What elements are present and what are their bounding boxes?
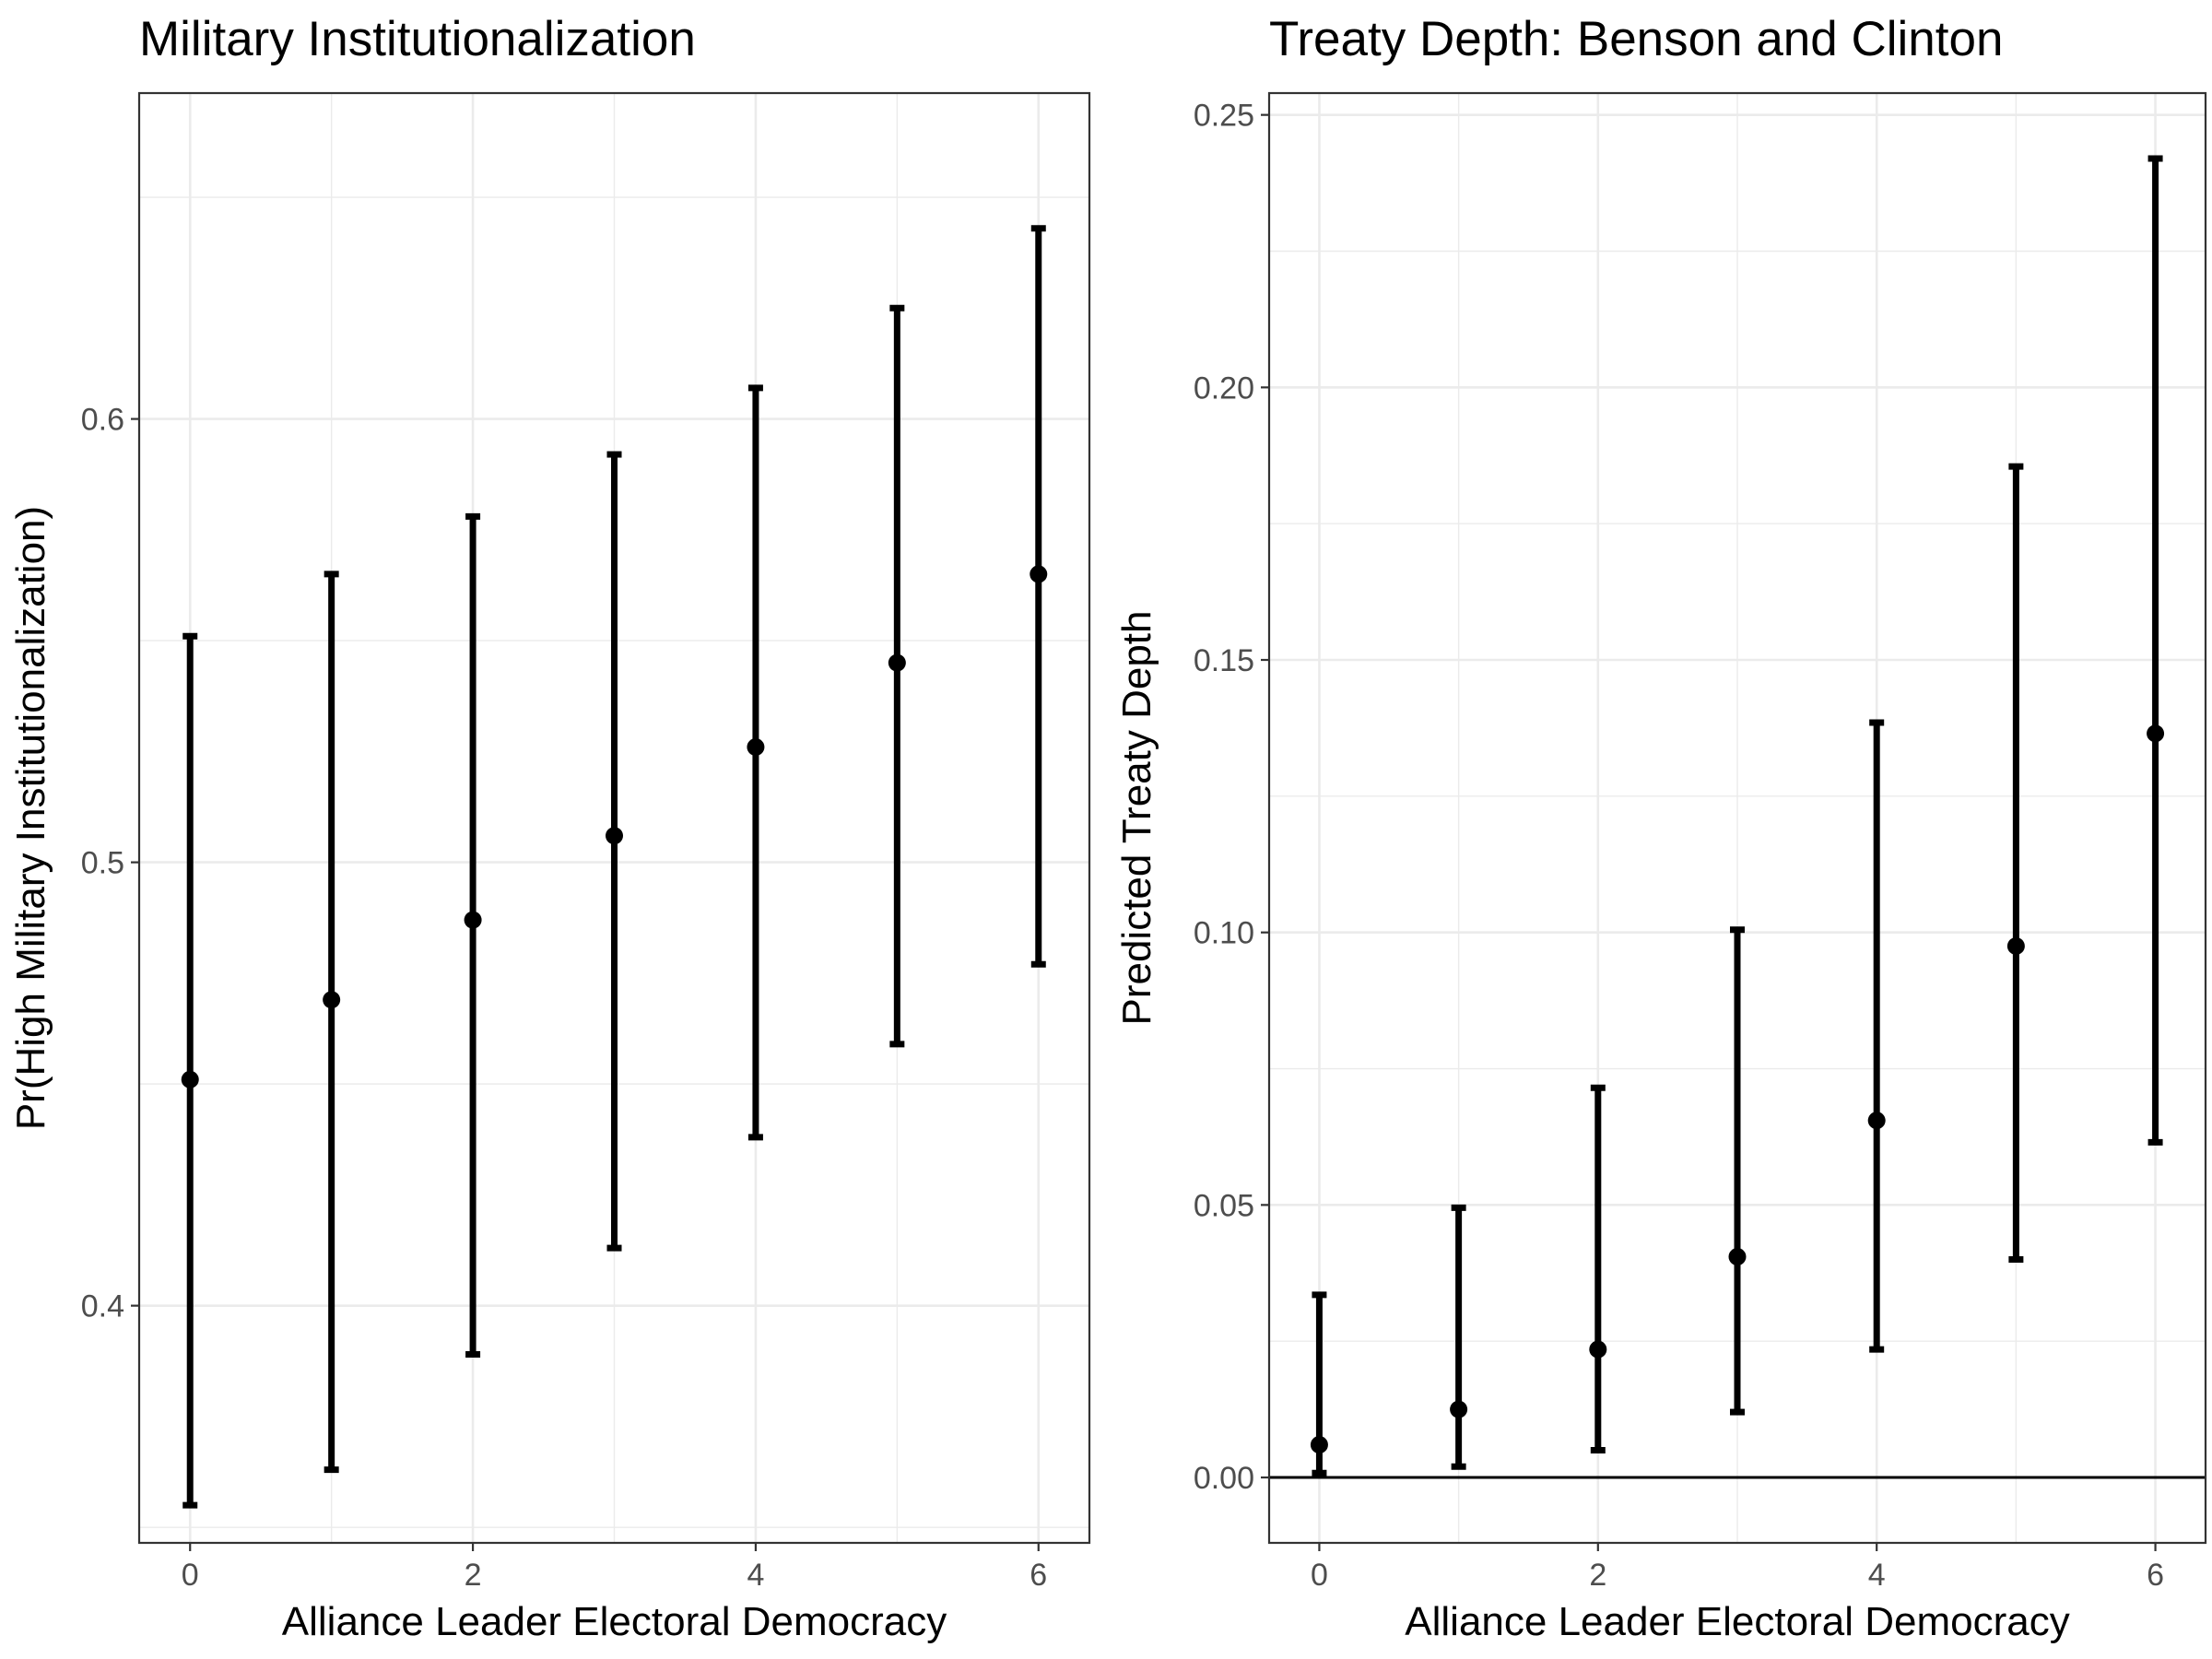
x-tick-label: 4 xyxy=(747,1558,764,1593)
x-tick-label: 6 xyxy=(2147,1558,2164,1593)
panel-treaty-depth: 0 2 4 6 0.00 0.05 0.10 0.15 0.20 0.25 Treaty Depth… xyxy=(1114,12,2207,1644)
data-point xyxy=(1030,565,1048,583)
y-axis-title: Pr(High Military Institutionalization) xyxy=(8,506,53,1130)
y-tick-label: 0.5 xyxy=(81,846,124,881)
data-point xyxy=(181,1070,199,1088)
x-tick-label: 2 xyxy=(465,1558,482,1593)
y-tick-label: 0.15 xyxy=(1194,643,1254,678)
y-tick-label: 0.4 xyxy=(81,1289,124,1324)
data-point xyxy=(2006,936,2025,955)
data-point xyxy=(1589,1340,1607,1359)
x-tick-label: 0 xyxy=(1311,1558,1328,1593)
y-tick-label: 0.6 xyxy=(81,403,124,438)
y-tick-label: 0.10 xyxy=(1194,916,1254,951)
data-point xyxy=(606,827,623,845)
panel-title: Military Institutionalization xyxy=(139,12,696,66)
data-point xyxy=(888,653,906,672)
y-tick-label: 0.05 xyxy=(1194,1188,1254,1223)
y-tick-label: 0.25 xyxy=(1194,99,1254,134)
y-tick-label: 0.00 xyxy=(1194,1461,1254,1496)
x-tick-label: 0 xyxy=(182,1558,199,1593)
panel-border xyxy=(1267,91,2207,1545)
y-axis-title: Predicted Treaty Depth xyxy=(1114,610,1159,1025)
x-axis-title: Alliance Leader Electoral Democracy xyxy=(1405,1599,2069,1644)
data-point xyxy=(464,911,482,929)
x-tick-label: 4 xyxy=(1868,1558,1886,1593)
panel-border xyxy=(137,91,1091,1545)
data-point xyxy=(1728,1248,1747,1266)
data-point xyxy=(323,991,341,1009)
panel-military-institutionalization: 0 2 4 6 0.4 0.5 0.6 Military Institutionalizati… xyxy=(8,12,1091,1644)
data-point xyxy=(747,738,765,757)
data-point xyxy=(2147,724,2165,743)
panel-title: Treaty Depth: Benson and Clinton xyxy=(1269,12,2003,66)
x-tick-label: 2 xyxy=(1589,1558,1606,1593)
x-tick-label: 6 xyxy=(1030,1558,1047,1593)
data-point xyxy=(1867,1112,1886,1130)
data-point xyxy=(1310,1436,1328,1454)
y-tick-label: 0.20 xyxy=(1194,371,1254,406)
data-point xyxy=(1450,1400,1468,1418)
x-axis-title: Alliance Leader Electoral Democracy xyxy=(282,1599,947,1644)
